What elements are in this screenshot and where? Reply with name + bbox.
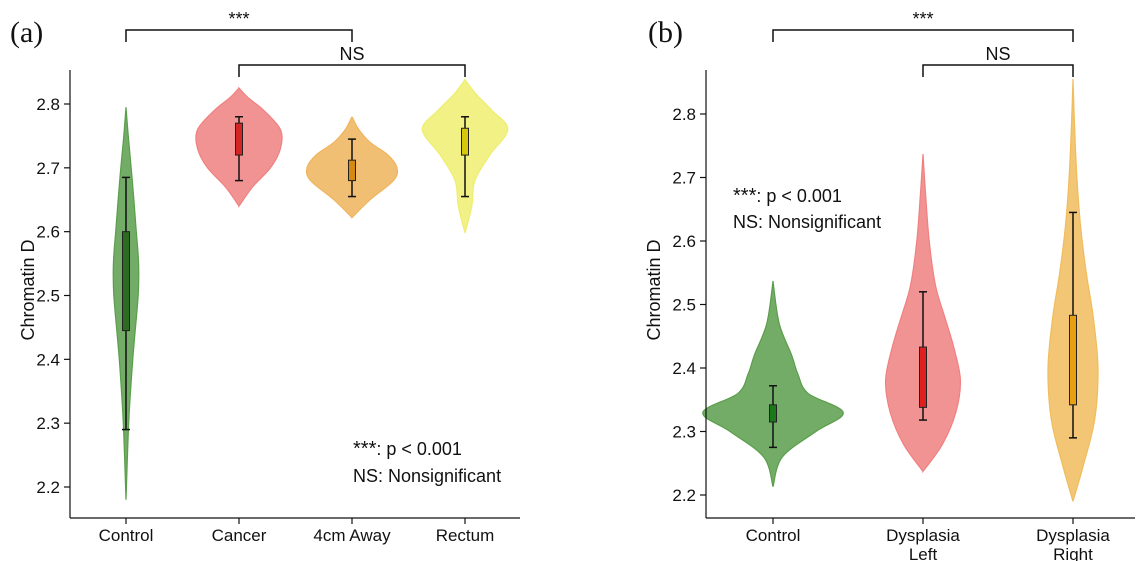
panel-b-note-line2: NS: Nonsignificant — [733, 212, 881, 232]
panel-b-violins — [702, 79, 1099, 502]
panel-b-x-tick-label: Right — [1053, 545, 1093, 561]
panel-a-violin-cancer — [195, 86, 283, 209]
panel-a-violins — [112, 77, 509, 500]
panel-b-iqr-box — [919, 346, 927, 408]
panel-b-note-pvalue: : p < 0.001 — [756, 186, 842, 206]
panel-a-note-stars: *** — [353, 438, 377, 460]
panel-a-y-label: Chromatin D — [18, 239, 38, 340]
panel-b-bracket-stars: *** — [772, 9, 1074, 42]
panel-a-note-line1: ***: p < 0.001 — [353, 438, 462, 460]
panel-b-x-tick-label: Control — [746, 526, 801, 545]
panel-b-y-tick-label: 2.7 — [672, 169, 696, 188]
panel-b-violin-body — [702, 280, 844, 487]
panel-a: (a) 2.2 2.3 2.4 2.5 2.6 2.7 2.8 Control Cancer 4… — [10, 9, 520, 545]
panel-a-iqr-box — [461, 127, 469, 156]
panel-a-x-ticks: Control Cancer 4cm Away Rectum — [99, 518, 495, 545]
panel-a-x-tick-label: Control — [99, 526, 154, 545]
panel-a-note-pvalue: : p < 0.001 — [376, 439, 462, 459]
panel-a-y-tick-label: 2.4 — [36, 350, 60, 369]
panel-b-bracket-line — [772, 29, 1074, 42]
panel-a-y-tick-label: 2.6 — [36, 223, 60, 242]
panel-b-violin-control — [702, 280, 844, 487]
panel-b-bracket-label: NS — [985, 44, 1010, 64]
panel-b-violin-dysplasia-left — [884, 153, 962, 474]
panel-a-violin-4cm-away — [305, 116, 399, 220]
panel-a-iqr-box — [122, 231, 130, 332]
panel-b-y-tick-label: 2.2 — [672, 486, 696, 505]
panel-b-label: (b) — [648, 16, 683, 49]
panel-a-x-tick-label: Cancer — [212, 526, 267, 545]
panel-a-bracket-line — [125, 29, 353, 42]
panel-a-y-ticks: 2.2 2.3 2.4 2.5 2.6 2.7 2.8 — [36, 95, 70, 497]
panel-b-y-tick-label: 2.3 — [672, 423, 696, 442]
panel-a-x-tick-label: 4cm Away — [313, 526, 391, 545]
panel-b-x-tick-label: Dysplasia — [886, 526, 960, 545]
panel-b-bracket-line — [922, 64, 1074, 77]
panel-a-violin-control — [112, 107, 140, 500]
panel-b-x-tick-label: Dysplasia — [1036, 526, 1110, 545]
panel-b-y-tick-label: 2.6 — [672, 232, 696, 251]
panel-b-y-tick-label: 2.8 — [672, 105, 696, 124]
panel-b-note-line1: ***: p < 0.001 — [733, 185, 842, 207]
panel-b-bracket-ns: NS — [922, 44, 1074, 77]
panel-b-y-ticks: 2.2 2.3 2.4 2.5 2.6 2.7 2.8 — [672, 105, 706, 505]
panel-a-bracket-label: *** — [228, 9, 249, 29]
panel-a-y-tick-label: 2.7 — [36, 159, 60, 178]
panel-b-iqr-box — [1069, 314, 1077, 406]
panel-a-note-line2: NS: Nonsignificant — [353, 466, 501, 486]
panel-b-y-label: Chromatin D — [644, 239, 664, 340]
panel-b-bracket-label: *** — [912, 9, 933, 29]
panel-a-x-tick-label: Rectum — [436, 526, 495, 545]
panel-a-iqr-box — [348, 159, 356, 182]
panel-a-bracket-label: NS — [339, 44, 364, 64]
panel-a-brackets: *** NS — [125, 9, 466, 77]
panel-b-y-tick-label: 2.4 — [672, 359, 696, 378]
panel-a-iqr-box — [235, 122, 243, 156]
panel-b-violin-dysplasia-right — [1047, 79, 1099, 502]
panel-b-note-stars: *** — [733, 185, 757, 207]
panel-a-bracket-line — [238, 64, 466, 77]
panel-b: (b) 2.2 2.3 2.4 2.5 2.6 2.7 2.8 Control Dysplas… — [644, 9, 1135, 561]
panel-a-y-tick-label: 2.8 — [36, 95, 60, 114]
panel-b-brackets: *** NS — [772, 9, 1074, 77]
panel-b-iqr-box — [769, 404, 777, 423]
panel-a-y-tick-label: 2.5 — [36, 287, 60, 306]
panel-a-violin-rectum — [421, 77, 509, 234]
panel-b-y-tick-label: 2.5 — [672, 296, 696, 315]
panel-a-bracket-stars: *** — [125, 9, 353, 42]
panel-b-x-tick-label: Left — [909, 545, 938, 561]
panel-a-y-tick-label: 2.3 — [36, 414, 60, 433]
panel-a-bracket-ns: NS — [238, 44, 466, 77]
panel-a-y-tick-label: 2.2 — [36, 478, 60, 497]
panel-a-label: (a) — [10, 16, 43, 49]
